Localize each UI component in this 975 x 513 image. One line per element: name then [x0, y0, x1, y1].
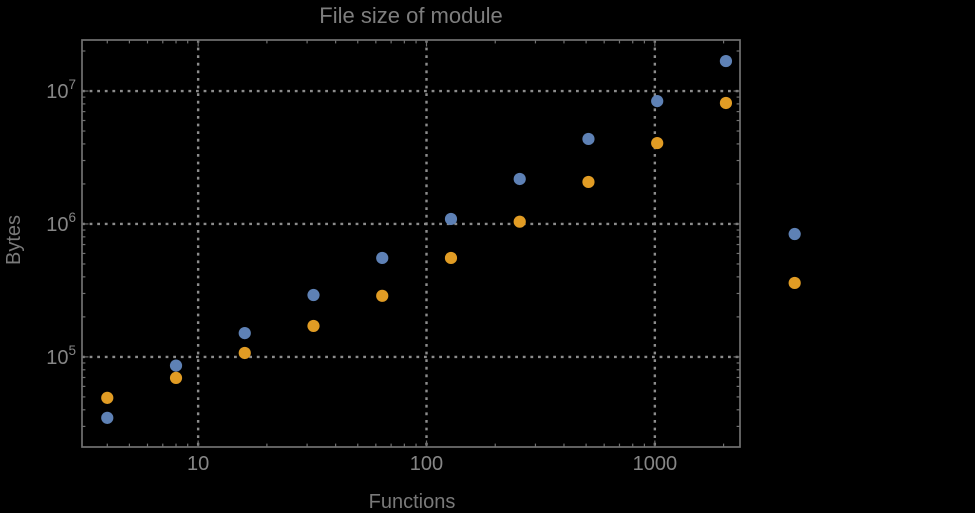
data-point-blue-series — [719, 54, 733, 68]
data-point-orange-series — [101, 391, 114, 404]
data-point-blue-series — [513, 172, 526, 186]
chart-title: File size of module — [319, 3, 502, 28]
data-point-orange-series — [513, 215, 526, 228]
tick-layer — [82, 40, 740, 447]
data-point-blue-series — [788, 227, 801, 241]
data-point-blue-series — [307, 288, 320, 302]
tick-label-layer: 10 100 1000 105 106 107 — [46, 77, 677, 475]
grid-layer — [82, 40, 740, 447]
data-point-blue-series — [651, 94, 664, 108]
data-point-blue-series — [582, 132, 595, 146]
data-point-orange-series — [169, 371, 183, 385]
data-point-blue-series — [444, 212, 458, 226]
data-point-blue-series — [169, 359, 183, 372]
data-point-orange-series — [651, 136, 664, 150]
x-tick-label: 100 — [410, 453, 443, 475]
data-point-orange-series — [307, 319, 320, 333]
data-point-layer — [101, 54, 801, 424]
x-tick-label: 1000 — [633, 453, 678, 475]
data-point-blue-series — [238, 327, 251, 340]
x-axis-label: Functions — [369, 491, 456, 513]
data-point-orange-series — [719, 96, 733, 110]
data-point-blue-series — [376, 251, 389, 265]
data-point-orange-series — [238, 346, 251, 360]
data-point-orange-series — [444, 251, 458, 265]
y-tick-label: 107 — [46, 77, 76, 103]
y-axis-label: Bytes — [3, 215, 25, 265]
data-point-orange-series — [788, 276, 801, 290]
y-tick-label: 106 — [46, 210, 76, 236]
data-point-orange-series — [376, 289, 389, 302]
y-tick-label: 105 — [46, 343, 76, 369]
data-point-orange-series — [582, 175, 595, 189]
plot-frame — [81, 39, 741, 448]
data-point-blue-series — [101, 411, 114, 424]
x-tick-label: 10 — [187, 453, 209, 475]
frame-layer — [81, 39, 741, 448]
